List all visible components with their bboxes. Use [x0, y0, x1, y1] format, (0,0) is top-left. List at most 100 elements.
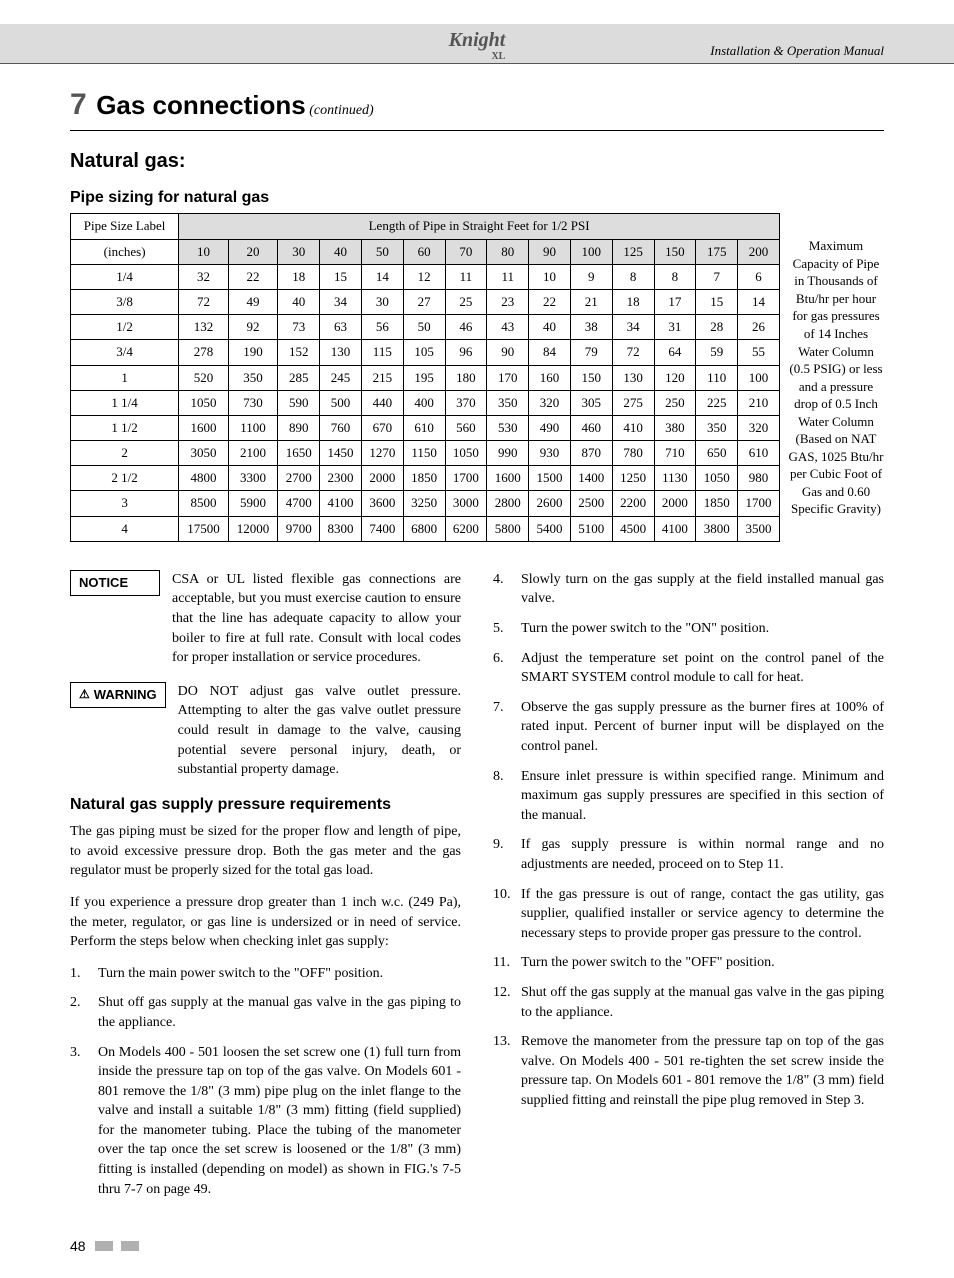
table-header-inches: (inches) [71, 239, 179, 264]
table-cell: 1850 [696, 491, 738, 516]
table-cell: 23 [487, 289, 529, 314]
step-text: If the gas pressure is out of range, con… [521, 885, 884, 944]
step-item: 13.Remove the manometer from the pressur… [493, 1032, 884, 1110]
warning-body: DO NOT adjust gas valve outlet pressure.… [178, 682, 461, 780]
table-length-col: 30 [278, 239, 320, 264]
content: 7 Gas connections (continued) Natural ga… [0, 64, 954, 1229]
table-cell: 400 [403, 390, 445, 415]
table-cell: 2000 [361, 466, 403, 491]
table-cell: 5400 [529, 516, 571, 541]
step-number: 7. [493, 698, 521, 757]
section-number: 7 [70, 88, 87, 121]
table-length-col: 100 [570, 239, 612, 264]
table-cell: 40 [529, 315, 571, 340]
notice-body: CSA or UL listed flexible gas connection… [172, 570, 461, 668]
table-cell: 190 [228, 340, 278, 365]
table-cell: 370 [445, 390, 487, 415]
table-cell: 9700 [278, 516, 320, 541]
page-number: 48 [70, 1238, 86, 1254]
table-cell: 64 [654, 340, 696, 365]
table-cell: 50 [403, 315, 445, 340]
step-item: 4.Slowly turn on the gas supply at the f… [493, 570, 884, 609]
table-length-col: 90 [529, 239, 571, 264]
table-cell: 8 [654, 264, 696, 289]
table-length-col: 40 [320, 239, 362, 264]
left-column: NOTICE CSA or UL listed flexible gas con… [70, 570, 461, 1209]
table-cell: 4100 [654, 516, 696, 541]
warning-label: ⚠ WARNING [70, 682, 166, 708]
table-cell: 30 [361, 289, 403, 314]
table-cell: 3600 [361, 491, 403, 516]
table-cell: 2600 [529, 491, 571, 516]
table-length-col: 60 [403, 239, 445, 264]
table-cell: 195 [403, 365, 445, 390]
table-cell: 73 [278, 315, 320, 340]
table-cell: 3500 [738, 516, 780, 541]
table-cell: 2800 [487, 491, 529, 516]
table-cell: 530 [487, 415, 529, 440]
header-bar: Knight XL Installation & Operation Manua… [0, 24, 954, 64]
table-cell: 2100 [228, 441, 278, 466]
step-item: 10.If the gas pressure is out of range, … [493, 885, 884, 944]
table-cell: 34 [320, 289, 362, 314]
table-cell: 11 [487, 264, 529, 289]
table-row-size: 2 1/2 [71, 466, 179, 491]
table-row-size: 1/4 [71, 264, 179, 289]
footer-block-1 [95, 1241, 113, 1251]
table-cell: 46 [445, 315, 487, 340]
table-cell: 2000 [654, 491, 696, 516]
step-number: 13. [493, 1032, 521, 1110]
table-row-size: 1 1/2 [71, 415, 179, 440]
step-number: 12. [493, 983, 521, 1022]
table-cell: 120 [654, 365, 696, 390]
step-text: Turn the power switch to the "OFF" posit… [521, 953, 884, 973]
table-cell: 160 [529, 365, 571, 390]
notice-callout: NOTICE CSA or UL listed flexible gas con… [70, 570, 461, 668]
table-header-length: Length of Pipe in Straight Feet for 1/2 … [179, 214, 780, 239]
logo-sub: XL [449, 50, 506, 64]
table-caption: Maximum Capacity of Pipe in Thousands of… [788, 213, 884, 541]
table-cell: 350 [228, 365, 278, 390]
table-cell: 38 [570, 315, 612, 340]
table-cell: 43 [487, 315, 529, 340]
logo-main: Knight [449, 29, 506, 51]
table-row-size: 3/8 [71, 289, 179, 314]
table-cell: 6 [738, 264, 780, 289]
step-item: 8.Ensure inlet pressure is within specif… [493, 767, 884, 826]
table-length-col: 200 [738, 239, 780, 264]
step-item: 7.Observe the gas supply pressure as the… [493, 698, 884, 757]
table-cell: 21 [570, 289, 612, 314]
footer: 48 [0, 1229, 954, 1278]
table-cell: 320 [738, 415, 780, 440]
left-steps: 1.Turn the main power switch to the "OFF… [70, 964, 461, 1200]
table-cell: 278 [179, 340, 229, 365]
right-steps: 4.Slowly turn on the gas supply at the f… [493, 570, 884, 1111]
table-cell: 22 [529, 289, 571, 314]
table-cell: 4500 [612, 516, 654, 541]
table-cell: 650 [696, 441, 738, 466]
table-cell: 1130 [654, 466, 696, 491]
table-cell: 12000 [228, 516, 278, 541]
table-cell: 730 [228, 390, 278, 415]
right-column: 4.Slowly turn on the gas supply at the f… [493, 570, 884, 1209]
table-cell: 250 [654, 390, 696, 415]
warning-label-text: WARNING [94, 686, 157, 704]
step-text: Turn the main power switch to the "OFF" … [98, 964, 461, 984]
step-item: 5.Turn the power switch to the "ON" posi… [493, 619, 884, 639]
step-number: 8. [493, 767, 521, 826]
subtitle3: Natural gas supply pressure requirements [70, 794, 461, 816]
table-cell: 1450 [320, 441, 362, 466]
table-cell: 3250 [403, 491, 445, 516]
table-cell: 2700 [278, 466, 320, 491]
table-cell: 92 [228, 315, 278, 340]
table-cell: 2300 [320, 466, 362, 491]
table-cell: 130 [612, 365, 654, 390]
step-text: Shut off the gas supply at the manual ga… [521, 983, 884, 1022]
table-cell: 63 [320, 315, 362, 340]
table-cell: 210 [738, 390, 780, 415]
table-cell: 350 [487, 390, 529, 415]
table-cell: 8300 [320, 516, 362, 541]
table-cell: 1250 [612, 466, 654, 491]
step-text: Turn the power switch to the "ON" positi… [521, 619, 884, 639]
warning-callout: ⚠ WARNING DO NOT adjust gas valve outlet… [70, 682, 461, 780]
